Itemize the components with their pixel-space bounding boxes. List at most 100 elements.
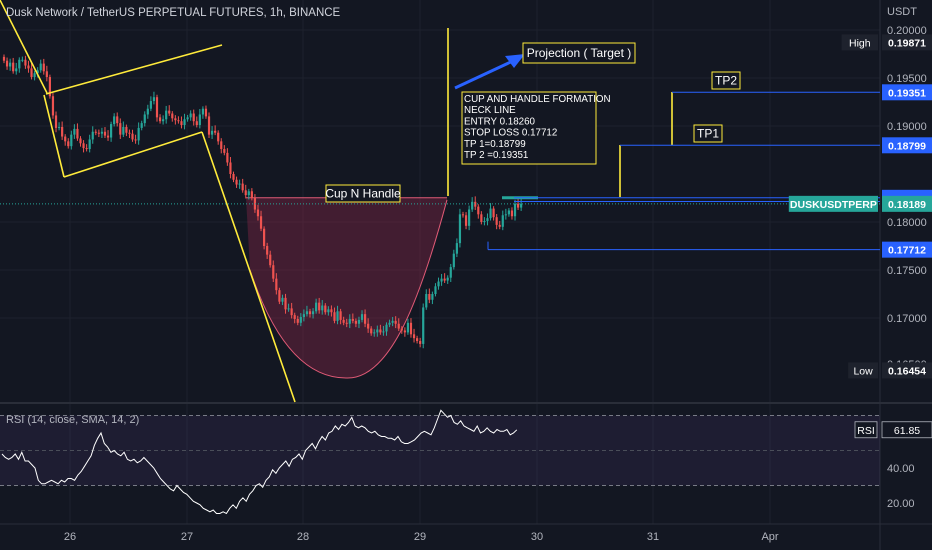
candle-body — [483, 221, 486, 223]
rsi-line — [1, 409, 518, 515]
candle-body — [207, 116, 211, 135]
candle-body — [382, 331, 385, 333]
candle-body — [403, 330, 406, 333]
price-tag-label-bg — [841, 34, 878, 51]
candle-body — [15, 68, 18, 72]
candle-body — [290, 308, 293, 316]
candle-body — [226, 152, 229, 163]
candle-body — [345, 322, 348, 324]
candle-body — [119, 123, 122, 135]
candle-body — [39, 63, 42, 71]
candle-body — [263, 228, 266, 246]
y-tick-label: 0.19000 — [887, 121, 927, 133]
candle-body — [501, 215, 504, 227]
projection-label-box — [522, 42, 636, 64]
candle-body — [281, 297, 284, 302]
candle-body — [155, 97, 159, 118]
price-tag-label: Low — [853, 365, 873, 377]
candle-body — [513, 203, 517, 217]
candle-body — [180, 121, 183, 126]
price-tag-bg — [882, 137, 932, 154]
candle-body — [302, 314, 305, 318]
price-tag-value: 0.18189 — [888, 199, 926, 211]
rsi-band — [0, 415, 880, 486]
candle-body — [351, 318, 354, 321]
candle-body — [394, 320, 397, 324]
candle-body — [416, 338, 419, 342]
candle-body — [186, 117, 189, 120]
candle-body — [367, 323, 370, 329]
setup-note-line: NECK LINE — [464, 105, 516, 116]
candle-body — [324, 305, 327, 313]
candle-body — [458, 214, 462, 244]
candle-body — [259, 216, 263, 229]
candle-body — [461, 214, 465, 216]
candle-body — [400, 328, 403, 331]
candle-body — [327, 309, 330, 313]
candle-body — [275, 278, 278, 291]
candle-body — [158, 117, 162, 122]
setup-note-line: TP 1=0.18799 — [464, 139, 526, 150]
candle-body — [79, 138, 82, 144]
candle-body — [134, 139, 137, 141]
candle-body — [269, 254, 272, 266]
price-tag-bg — [882, 362, 932, 379]
candle-body — [516, 203, 520, 208]
price-tag-bg — [882, 241, 932, 258]
x-tick-label: 30 — [531, 531, 543, 543]
candle-body — [266, 246, 269, 255]
candle-body — [220, 141, 223, 150]
candle-body — [272, 265, 275, 279]
rsi-tick-label: 40.00 — [887, 463, 915, 475]
candle-body — [455, 243, 458, 254]
y-tick-label: 0.18000 — [887, 217, 927, 229]
candle-body — [419, 341, 422, 344]
candle-body — [82, 143, 85, 149]
candle-body — [88, 139, 91, 150]
candle-body — [61, 126, 64, 137]
candle-body — [296, 318, 299, 323]
x-tick-label: 31 — [647, 531, 659, 543]
candle-body — [146, 108, 149, 115]
price-tag-value: 0.19351 — [888, 87, 926, 99]
candle-body — [54, 115, 58, 128]
candle-body — [244, 190, 247, 196]
candle-body — [128, 132, 131, 134]
price-tag-bg — [882, 195, 932, 212]
candle-body — [489, 208, 492, 219]
candle-body — [45, 71, 48, 78]
candle-body — [293, 315, 296, 319]
candle-body — [91, 131, 94, 140]
candle-body — [100, 131, 104, 134]
tp2-label-box — [711, 71, 741, 90]
candle-body — [379, 329, 382, 333]
price-tag-bg — [882, 34, 932, 51]
candle-body — [406, 322, 410, 333]
projection-arrow — [454, 58, 516, 90]
candle-body — [140, 123, 143, 128]
price-tag-label: High — [849, 37, 871, 49]
candle-body — [388, 322, 391, 325]
candle-body — [174, 118, 177, 121]
price-tag-value: 0.19871 — [888, 37, 926, 49]
candle-body — [42, 63, 45, 72]
candle-body — [437, 281, 440, 287]
candle-body — [412, 334, 416, 339]
x-tick-label: 29 — [414, 531, 426, 543]
candle-body — [9, 62, 12, 67]
candle-body — [311, 311, 315, 315]
projection-arrowhead — [505, 54, 525, 68]
channel-upper — [45, 44, 223, 95]
candle-body — [36, 70, 39, 74]
rsi-value: 61.85 — [894, 425, 920, 437]
y-tick-label: 0.19500 — [887, 73, 927, 85]
x-tick-label: Apr — [761, 531, 778, 543]
cup-label-box — [325, 184, 401, 203]
candle-body — [443, 278, 446, 281]
candle-body — [486, 218, 489, 222]
candle-body — [431, 294, 434, 300]
candle-body — [250, 191, 253, 198]
candle-body — [85, 148, 88, 150]
